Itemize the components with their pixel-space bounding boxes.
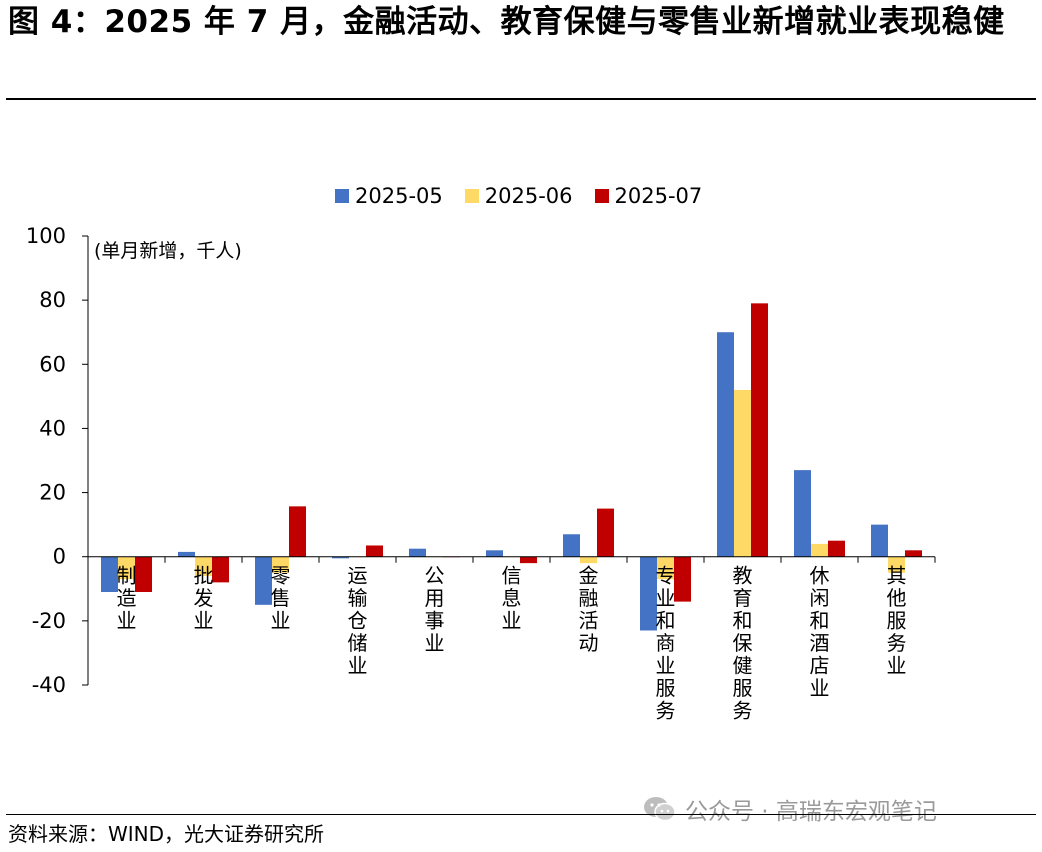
category-label: 休闲和酒店业 <box>810 564 830 701</box>
category-label: 运输仓储业 <box>348 564 368 678</box>
bar-2 <box>811 543 828 557</box>
bar-1 <box>871 524 888 557</box>
y-tick-label: -40 <box>32 673 66 697</box>
category-label: 教育和保健服务 <box>733 564 753 723</box>
y-tick-label: 20 <box>39 481 66 505</box>
bar-1 <box>255 556 272 605</box>
y-tick-label: 60 <box>39 352 66 376</box>
bar-1 <box>794 470 811 557</box>
title-divider <box>6 98 1036 100</box>
category-label: 专业和商业服务 <box>656 564 676 723</box>
source-divider <box>6 814 1036 815</box>
wechat-icon <box>644 797 676 822</box>
bar-3 <box>751 303 768 557</box>
bar-3 <box>828 540 845 557</box>
bar-3 <box>674 556 691 602</box>
watermark-text: 公众号 · 高瑞东宏观笔记 <box>685 799 937 825</box>
y-tick-label: 100 <box>26 224 66 248</box>
bar-1 <box>640 556 657 631</box>
bar-2 <box>734 389 751 557</box>
y-tick-label: 80 <box>39 288 66 312</box>
y-tick-label: 40 <box>39 416 66 440</box>
bar-2 <box>888 556 905 573</box>
legend-item-series-1: 2025-05 <box>335 184 443 208</box>
bar-3 <box>520 556 537 564</box>
legend-swatch-series-1 <box>335 189 349 203</box>
bar-1 <box>101 556 118 592</box>
category-label: 零售业 <box>271 564 291 633</box>
bar-2 <box>580 556 597 564</box>
y-axis-unit-label: (单月新增，千人) <box>94 240 242 262</box>
category-label: 其他服务业 <box>887 564 907 678</box>
bar-3 <box>905 550 922 557</box>
bar-2 <box>118 556 135 580</box>
legend-swatch-series-2 <box>464 189 479 203</box>
chart-legend: 2025-05 2025-06 2025-07 <box>335 184 702 208</box>
category-label: 金融活动 <box>579 564 599 656</box>
legend-item-series-2: 2025-06 <box>464 184 573 208</box>
bar-3 <box>366 545 383 557</box>
bar-1 <box>563 534 580 557</box>
legend-label-series-2: 2025-06 <box>484 184 573 208</box>
y-tick-label: 0 <box>53 545 66 569</box>
bar-2 <box>272 556 289 573</box>
chart-title: 图 4：2025 年 7 月，金融活动、教育保健与零售业新增就业表现稳健 <box>8 4 1005 40</box>
bar-3 <box>289 506 306 557</box>
bar-2 <box>195 556 212 576</box>
legend-label-series-3: 2025-07 <box>614 184 703 208</box>
bar-3 <box>212 556 229 583</box>
bar-2 <box>657 556 674 580</box>
bar-1 <box>486 550 503 557</box>
y-tick-label: -20 <box>32 609 66 633</box>
bar-1 <box>178 551 195 557</box>
bar-1 <box>409 548 426 557</box>
legend-label-series-1: 2025-05 <box>355 184 443 208</box>
category-label: 公用事业 <box>425 564 445 656</box>
bar-1 <box>717 332 734 557</box>
category-label: 制造业 <box>117 564 137 633</box>
category-label: 批发业 <box>194 564 214 633</box>
category-label: 信息业 <box>502 564 522 633</box>
watermark: 公众号 · 高瑞东宏观笔记 <box>643 792 937 826</box>
bar-3 <box>597 508 614 557</box>
legend-swatch-series-3 <box>594 189 609 203</box>
bar-1 <box>332 556 349 559</box>
legend-item-series-3: 2025-07 <box>594 184 703 208</box>
source-note: 资料来源：WIND，光大证券研究所 <box>8 822 325 846</box>
bar-3 <box>135 556 152 592</box>
